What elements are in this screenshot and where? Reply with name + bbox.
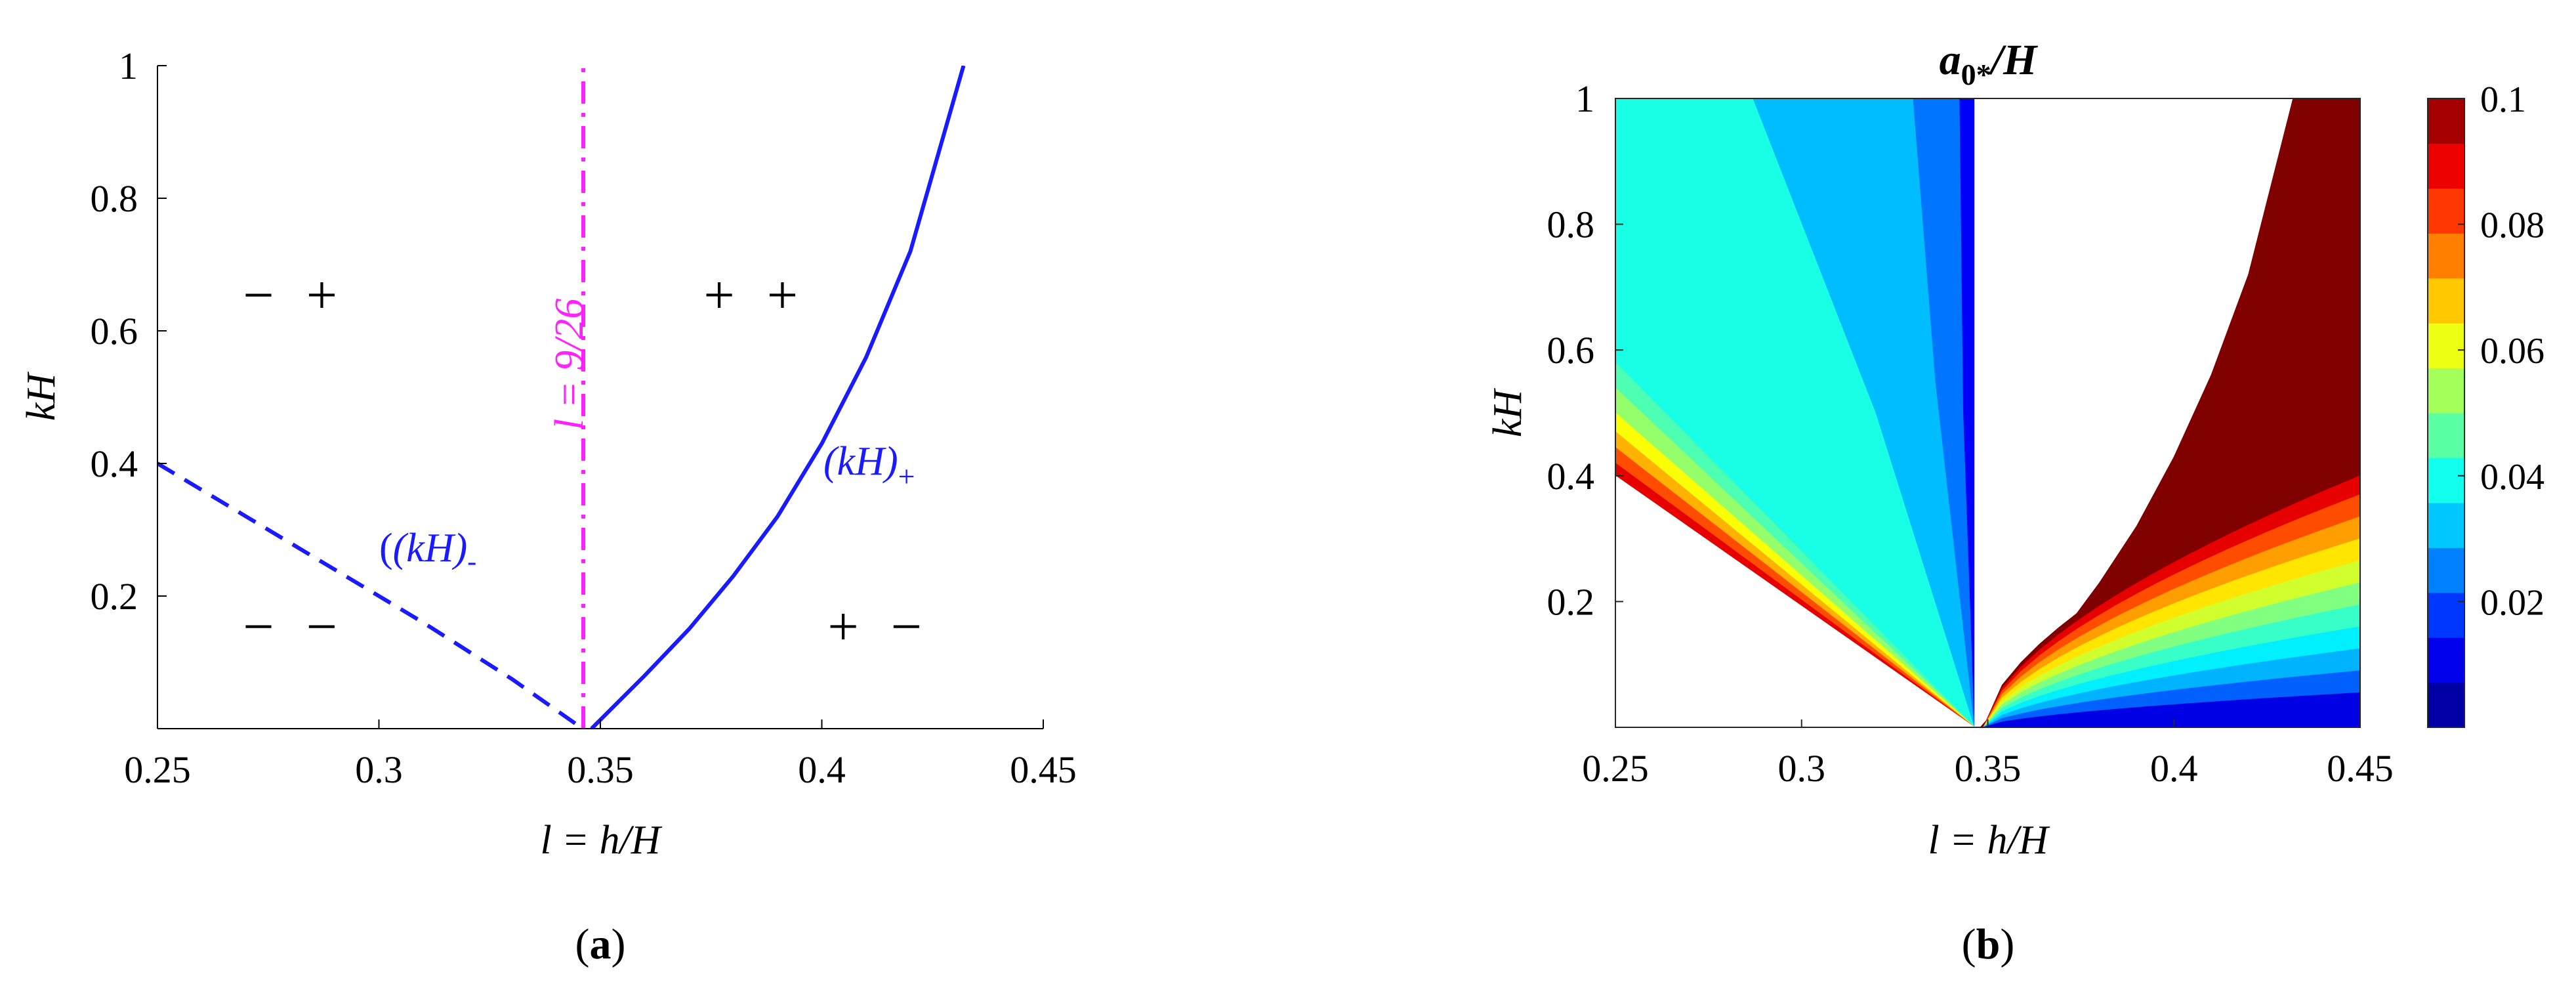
panel-a: 0.25 0.3 0.35 0.4 0.450.20.40.60.81 − + + +− … [19, 45, 1077, 968]
x-tick-label: 0.4 [798, 748, 846, 791]
y-tick-label: 0.2 [1547, 580, 1595, 623]
sign-annotation: − + [243, 265, 346, 326]
sign-annotation: + + [703, 265, 807, 326]
panel-b: 0.25 0.3 0.35 0.4 0.45 0.2 0.4 0.6 0.8 1 0.02 0.04… [1485, 36, 2545, 968]
panel-b-title-sub: 0* [1961, 58, 1991, 91]
x-tick-label: 0.3 [355, 748, 403, 791]
kh-minus-label: ((kH)- [379, 526, 476, 577]
colorbar-tick-label: 0.1 [2480, 79, 2526, 120]
panel-b-x-axis-label: l = h/H [1928, 818, 2050, 863]
panel-b-title-main: a [1940, 36, 1961, 84]
x-tick-label: 0.45 [2327, 747, 2394, 790]
colorbar-segment [2428, 188, 2464, 234]
y-tick-label: 0.4 [1547, 455, 1595, 498]
panel-a-x-axis-label: l = h/H [540, 818, 662, 863]
colorbar-segment [2428, 323, 2464, 369]
colorbar-segment [2428, 143, 2464, 189]
panel-a-curves [157, 66, 966, 729]
panel-b-contour-regions [1615, 98, 2360, 727]
panel-b-y-axis-label: kH [1485, 388, 1530, 438]
kh-plus-label: (kH)+ [823, 439, 915, 493]
colorbar-segment [2428, 547, 2464, 593]
left-dark-blue-band [1959, 98, 1976, 727]
sign-annotation: − − [243, 597, 346, 658]
x-tick-label: 0.45 [1010, 748, 1077, 791]
x-tick-label: 0.25 [1582, 747, 1649, 790]
colorbar-tick-label: 0.04 [2480, 457, 2545, 498]
sign-annotation: + − [827, 597, 931, 658]
y-tick-label: 0.6 [1547, 329, 1595, 372]
colorbar-segment [2428, 368, 2464, 414]
panel-a-letter: a [590, 920, 612, 968]
colorbar-segment [2428, 592, 2464, 638]
series-line-1 [590, 66, 966, 729]
y-tick-label: 0.6 [91, 310, 138, 353]
panel-b-letter: b [1976, 920, 2001, 968]
colorbar-segment [2428, 502, 2464, 548]
colorbar-segment [2428, 458, 2464, 503]
left-white-region [1615, 475, 1976, 727]
y-tick-label: 0.8 [1547, 203, 1595, 246]
colorbar-frame [2427, 98, 2465, 728]
x-tick-label: 0.35 [567, 748, 634, 791]
panel-b-label: (b) [1962, 920, 2015, 968]
panel-a-label: (a) [575, 920, 626, 968]
x-tick-label: 0.3 [1778, 747, 1826, 790]
colorbar-segment [2428, 637, 2464, 683]
x-tick-label: 0.35 [1955, 747, 2022, 790]
colorbar-segment [2428, 682, 2464, 728]
colorbar-segment [2428, 98, 2464, 144]
colorbar-segment [2428, 278, 2464, 324]
colorbar-tick-label: 0.08 [2480, 205, 2545, 246]
colorbar-segment [2428, 413, 2464, 459]
panel-a-annotations: − + + + − − + − [243, 265, 931, 658]
kh-plus-label-main: (kH) [823, 439, 898, 484]
y-tick-label: 1 [119, 45, 138, 87]
y-tick-label: 1 [1575, 77, 1594, 120]
kh-minus-label-main: (kH) [393, 526, 468, 570]
colorbar [2427, 98, 2465, 728]
panel-b-ticks: 0.25 0.3 0.35 0.4 0.45 0.2 0.4 0.6 0.8 1 [1547, 77, 2394, 790]
series-line-0 [157, 461, 584, 729]
right-fan-band [1983, 692, 2360, 727]
y-tick-label: 0.4 [91, 442, 138, 485]
kh-minus-label-sub: - [467, 547, 476, 577]
colorbar-segment [2428, 233, 2464, 279]
panel-b-title-tail: /H [1989, 36, 2039, 84]
y-tick-label: 0.8 [91, 177, 138, 220]
colorbar-tick-label: 0.06 [2480, 331, 2545, 372]
x-tick-label: 0.4 [2150, 747, 2198, 790]
colorbar-ticks: 0.02 0.04 0.06 0.08 0.1 [2458, 79, 2545, 623]
y-tick-label: 0.2 [91, 575, 138, 618]
panel-a-y-axis-label: kH [19, 372, 64, 421]
vline-label: l = 9/26 [547, 299, 592, 430]
colorbar-tick-label: 0.02 [2480, 582, 2545, 623]
kh-plus-label-sub: + [898, 460, 915, 493]
panel-b-title: a0*/H [1940, 36, 2039, 91]
panel-a-ticks: 0.25 0.3 0.35 0.4 0.45 0.2 0.4 0.6 0.8 1 [91, 45, 1077, 791]
x-tick-label: 0.25 [124, 748, 191, 791]
